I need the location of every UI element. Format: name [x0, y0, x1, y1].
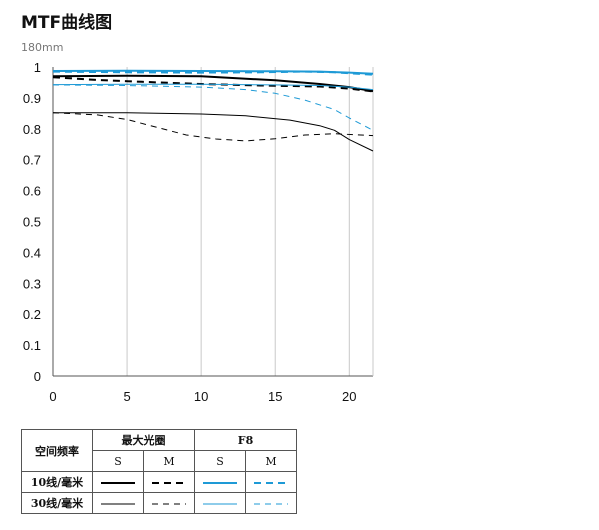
legend-header-frequency: 空间频率	[21, 429, 93, 472]
y-tick-label-6: 0.6	[23, 184, 41, 199]
y-tick-label-5: 0.5	[23, 215, 41, 230]
legend-swatch-f8-30-s	[194, 492, 246, 514]
legend-swatch-max-10-m	[143, 471, 195, 493]
legend-m-f8: M	[245, 450, 297, 472]
legend-m-max: M	[143, 450, 195, 472]
x-tick-label-4: 20	[342, 389, 356, 404]
x-tick-label-3: 15	[268, 389, 282, 404]
legend-header-max-aperture: 最大光圈	[92, 429, 195, 451]
mtf-chart: 00.10.20.30.40.50.60.70.80.910 5 10 15 20	[23, 60, 374, 404]
series-line-1	[52, 76, 374, 93]
y-tick-label-10: 1	[34, 60, 41, 75]
x-tick-label-2: 10	[194, 389, 208, 404]
chart-subtitle: 180mm	[21, 41, 64, 54]
legend-swatch-max-30-m	[143, 492, 195, 514]
legend-header-f8: F8	[194, 429, 297, 451]
legend-row-10: 10线/毫米	[21, 471, 93, 493]
legend-swatch-max-10-s	[92, 471, 144, 493]
series-line-7	[52, 84, 374, 131]
series-line-6	[52, 83, 374, 91]
y-tick-label-8: 0.8	[23, 122, 41, 137]
legend-s-f8: S	[194, 450, 246, 472]
y-tick-label-9: 0.9	[23, 91, 41, 106]
page-title: MTF曲线图	[21, 13, 113, 33]
series-line-2	[53, 112, 374, 152]
series-line-5	[52, 70, 374, 76]
y-tick-label-7: 0.7	[23, 153, 41, 168]
legend-table: 空间频率 最大光圈 F8 S M S M 10线/毫米 30线/毫米	[21, 429, 297, 514]
x-tick-label-1: 5	[123, 389, 130, 404]
y-tick-label-3: 0.3	[23, 276, 41, 291]
legend-swatch-f8-10-m	[245, 471, 297, 493]
legend-swatch-f8-10-s	[194, 471, 246, 493]
legend-swatch-max-30-s	[92, 492, 144, 514]
legend-s-max: S	[92, 450, 144, 472]
y-tick-label-0: 0	[34, 369, 41, 384]
y-tick-label-4: 0.4	[23, 245, 41, 260]
y-tick-label-2: 0.2	[23, 307, 41, 322]
y-tick-label-1: 0.1	[23, 338, 41, 353]
x-tick-label-0: 0	[49, 389, 56, 404]
legend-swatch-f8-30-m	[245, 492, 297, 514]
series-line-3	[52, 112, 374, 142]
legend-row-30: 30线/毫米	[21, 492, 93, 514]
